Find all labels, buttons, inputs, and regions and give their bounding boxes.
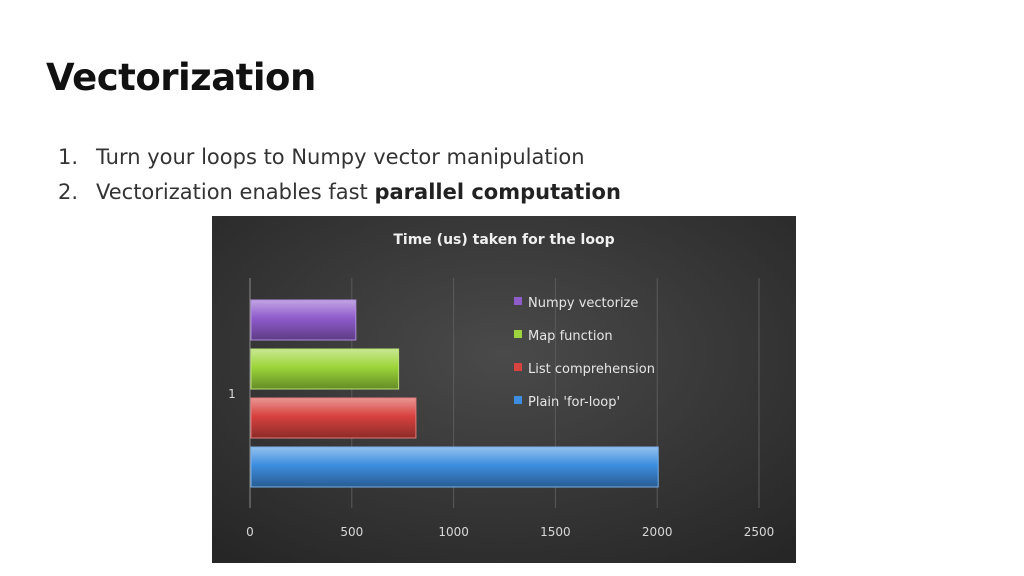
legend-swatch <box>514 297 522 305</box>
legend-swatch <box>514 396 522 404</box>
legend-swatch <box>514 330 522 338</box>
chart-svg: 0 500 1000 1500 2000 2500 1 Numpy vectorize Map… <box>212 216 796 563</box>
x-tick-label: 2500 <box>744 525 775 539</box>
bar-list-comprehension <box>250 397 417 439</box>
legend-label: Map function <box>528 329 613 344</box>
bullet-item: 1. Turn your loops to Numpy vector manipu… <box>58 142 621 177</box>
bullet-text: Turn your loops to Numpy vector manipula… <box>96 145 585 169</box>
slide-title: Vectorization <box>46 56 316 99</box>
x-tick-label: 1500 <box>540 525 571 539</box>
legend-label: Plain 'for-loop' <box>528 395 620 410</box>
legend-label: Numpy vectorize <box>528 296 638 311</box>
bullet-number: 1. <box>58 145 79 169</box>
bullet-item: 2. Vectorization enables fast parallel co… <box>58 177 621 212</box>
bar-chart: 0 500 1000 1500 2000 2500 1 Numpy vectorize Map… <box>212 216 796 563</box>
x-tick-label: 0 <box>246 525 254 539</box>
legend-label: List comprehension <box>528 362 655 377</box>
bars <box>250 299 659 488</box>
x-tick-label: 2000 <box>642 525 673 539</box>
bar-plain-for-loop <box>250 446 659 488</box>
bullet-number: 2. <box>58 180 79 204</box>
y-category-label: 1 <box>228 387 236 401</box>
x-tick-label: 500 <box>340 525 363 539</box>
chart-title: Time (us) taken for the loop <box>393 232 614 248</box>
bar-numpy-vectorize <box>250 299 357 341</box>
bar-map-function <box>250 348 400 390</box>
bullet-bold-text: parallel computation <box>374 180 621 204</box>
x-tick-label: 1000 <box>438 525 469 539</box>
legend: Numpy vectorize Map function List comprehe… <box>514 296 655 410</box>
bullet-list: 1. Turn your loops to Numpy vector manipu… <box>58 142 621 212</box>
legend-swatch <box>514 363 522 371</box>
axes: 0 500 1000 1500 2000 2500 1 <box>228 278 774 539</box>
bullet-text: Vectorization enables fast <box>96 180 375 204</box>
